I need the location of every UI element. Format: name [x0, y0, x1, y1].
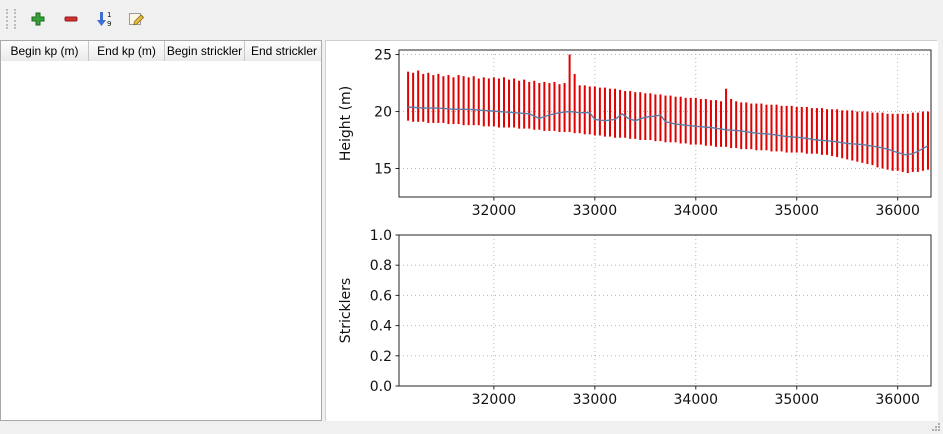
y-tick-label: 0.6 — [370, 288, 392, 304]
status-bar — [0, 421, 943, 434]
x-tick-label: 33000 — [573, 203, 618, 219]
column-header-end-kp[interactable]: End kp (m) — [89, 41, 165, 61]
sort-numeric-ascending-icon: 1 9 — [97, 11, 111, 28]
sort-rows-button[interactable]: 1 9 — [90, 6, 118, 32]
add-row-button[interactable] — [24, 6, 52, 32]
table-header-row: Begin kp (m) End kp (m) Begin strickler … — [1, 41, 321, 62]
axes-frame — [398, 49, 932, 198]
x-tick-label: 33000 — [573, 392, 618, 408]
y-axis-label: Height (m) — [338, 86, 354, 161]
x-tick-label: 35000 — [774, 203, 819, 219]
mean-bed-elevation-line — [408, 106, 929, 156]
tick-labels: 32000 33000 34000 35000 36000 0.0 0.2 0.4 0.6 0.8… — [370, 229, 920, 408]
x-tick-label: 34000 — [674, 392, 719, 408]
chart-panel: 32000 33000 34000 35000 36000 15 20 25 Height (m… — [325, 40, 938, 422]
tick-labels: 32000 33000 34000 35000 36000 15 20 25 — [374, 48, 920, 219]
y-tick-label: 0.8 — [370, 258, 392, 274]
y-axis-label: Stricklers — [338, 278, 354, 343]
column-header-begin-kp[interactable]: Begin kp (m) — [1, 41, 89, 61]
y-tick-label: 1.0 — [370, 229, 392, 244]
axes-frame — [398, 234, 932, 387]
x-tick-label: 36000 — [875, 392, 920, 408]
elevation-range-bars — [407, 54, 929, 174]
edit-pencil-icon — [129, 13, 145, 26]
y-tick-label: 0.4 — [370, 319, 392, 335]
svg-text:1: 1 — [107, 11, 111, 19]
x-tick-label: 36000 — [875, 203, 920, 219]
edit-button[interactable] — [123, 6, 151, 32]
x-tick-label: 34000 — [674, 203, 719, 219]
remove-row-button[interactable] — [57, 6, 85, 32]
x-tick-label: 32000 — [472, 392, 517, 408]
y-tick-label: 20 — [374, 105, 392, 121]
column-header-begin-strickler[interactable]: Begin strickler — [165, 41, 245, 61]
y-tick-label: 0.2 — [370, 349, 392, 365]
x-tick-label: 35000 — [774, 392, 819, 408]
minus-icon — [64, 16, 78, 22]
grid — [399, 50, 931, 197]
toolbar-grip[interactable] — [6, 9, 16, 29]
x-tick-label: 32000 — [472, 203, 517, 219]
plus-icon — [31, 12, 45, 26]
strickler-table: Begin kp (m) End kp (m) Begin strickler … — [0, 40, 322, 421]
toolbar: 1 9 — [0, 0, 943, 38]
column-header-end-strickler[interactable]: End strickler — [250, 44, 318, 58]
stricklers-chart[interactable]: 32000 33000 34000 35000 36000 0.0 0.2 0.4 0.6 0.8… — [326, 229, 938, 422]
resize-grip-icon[interactable] — [931, 422, 941, 432]
height-chart[interactable]: 32000 33000 34000 35000 36000 15 20 25 Height (m… — [326, 41, 938, 229]
y-tick-label: 15 — [374, 162, 392, 178]
table-body[interactable] — [1, 61, 321, 420]
y-tick-label: 25 — [374, 48, 392, 64]
y-tick-label: 0.0 — [370, 379, 392, 395]
svg-text:9: 9 — [107, 20, 111, 28]
